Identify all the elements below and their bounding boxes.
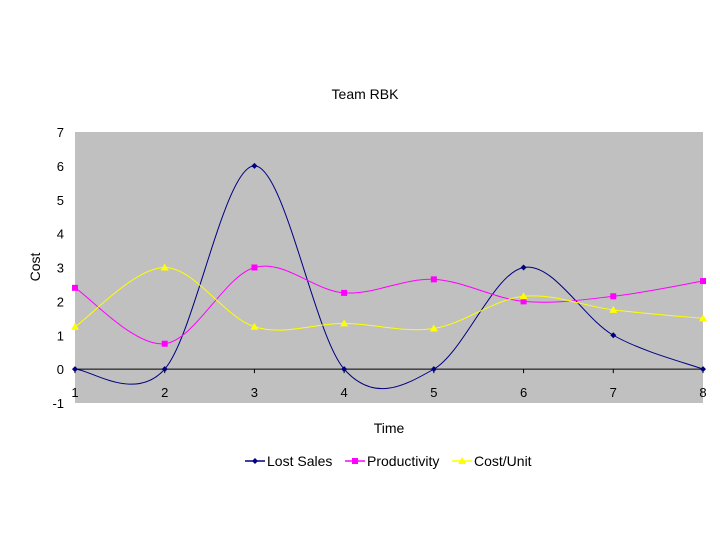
x-tick-label: 7 bbox=[610, 385, 617, 400]
data-point bbox=[71, 322, 79, 330]
data-point bbox=[610, 293, 617, 300]
y-tick-label: 6 bbox=[57, 159, 64, 174]
legend-marker bbox=[458, 457, 466, 464]
x-tick-label: 6 bbox=[520, 385, 527, 400]
data-point bbox=[520, 298, 527, 305]
y-tick-label: 2 bbox=[57, 294, 64, 309]
data-point bbox=[340, 319, 349, 327]
series-2 bbox=[71, 263, 707, 332]
plot-area bbox=[75, 132, 703, 403]
x-tick-label: 8 bbox=[699, 385, 706, 400]
y-tick-label: 4 bbox=[57, 227, 64, 242]
series-1 bbox=[72, 264, 706, 347]
x-tick-label: 1 bbox=[71, 385, 78, 400]
data-point bbox=[700, 366, 706, 373]
series-line bbox=[74, 265, 704, 345]
y-tick-label: 7 bbox=[57, 125, 64, 140]
data-point bbox=[250, 322, 259, 330]
series-layer bbox=[71, 162, 707, 390]
legend-label: Cost/Unit bbox=[474, 453, 532, 469]
legend-label: Lost Sales bbox=[267, 453, 332, 469]
legend: Lost Sales Productivity Cost/Unit bbox=[245, 453, 532, 469]
y-tick-label: -1 bbox=[52, 396, 64, 411]
legend-marker bbox=[252, 458, 258, 464]
y-tick-label: 1 bbox=[57, 328, 64, 343]
data-point bbox=[160, 263, 169, 271]
data-point bbox=[341, 366, 348, 373]
y-tick-label: 0 bbox=[57, 362, 64, 377]
data-point bbox=[699, 314, 707, 322]
data-point bbox=[72, 366, 78, 373]
chart-title: Team RBK bbox=[332, 86, 400, 102]
data-point bbox=[610, 332, 617, 339]
y-tick-label: 5 bbox=[57, 193, 64, 208]
series-line bbox=[74, 266, 704, 331]
data-point bbox=[609, 305, 618, 313]
legend-label: Productivity bbox=[367, 453, 439, 469]
x-tick-label: 4 bbox=[341, 385, 348, 400]
data-point bbox=[520, 264, 527, 271]
x-tick-label: 5 bbox=[430, 385, 437, 400]
x-axis-title: Time bbox=[374, 420, 405, 436]
y-tick-label: 3 bbox=[57, 261, 64, 276]
data-point bbox=[700, 278, 706, 285]
data-point bbox=[430, 276, 437, 283]
data-point bbox=[251, 264, 258, 271]
data-point bbox=[161, 340, 168, 347]
y-axis-title: Cost bbox=[27, 253, 43, 282]
data-point bbox=[430, 366, 437, 373]
data-point bbox=[429, 324, 438, 332]
data-point bbox=[72, 284, 78, 291]
legend-marker bbox=[352, 458, 358, 464]
x-tick-label: 3 bbox=[251, 385, 258, 400]
data-point bbox=[341, 289, 348, 296]
data-point bbox=[519, 292, 528, 300]
data-point bbox=[161, 366, 168, 373]
data-point bbox=[251, 162, 258, 169]
x-tick-label: 2 bbox=[161, 385, 168, 400]
